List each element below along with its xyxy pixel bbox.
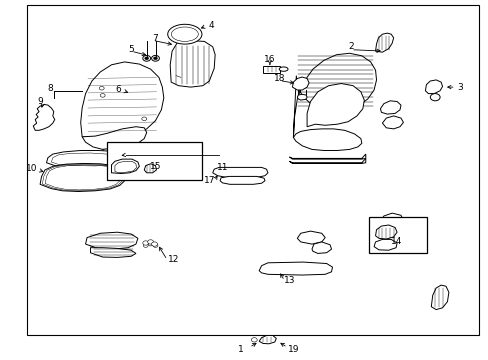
Polygon shape — [82, 127, 146, 149]
Text: 3: 3 — [456, 83, 462, 92]
Text: 9: 9 — [37, 97, 43, 106]
Circle shape — [429, 94, 439, 101]
Polygon shape — [425, 80, 442, 94]
Ellipse shape — [171, 27, 198, 41]
Text: 5: 5 — [128, 45, 134, 54]
Circle shape — [143, 244, 148, 247]
Circle shape — [99, 86, 104, 90]
Polygon shape — [115, 161, 136, 172]
Polygon shape — [382, 116, 403, 129]
Polygon shape — [375, 33, 393, 52]
Text: 4: 4 — [208, 22, 214, 31]
Bar — [263, 66, 280, 73]
Polygon shape — [293, 53, 376, 138]
Bar — [368, 217, 426, 253]
Text: 8: 8 — [47, 84, 53, 93]
Polygon shape — [289, 158, 365, 163]
Polygon shape — [259, 262, 332, 275]
Circle shape — [151, 242, 157, 246]
Polygon shape — [90, 248, 136, 257]
Text: 19: 19 — [287, 345, 299, 354]
Circle shape — [151, 55, 159, 61]
Polygon shape — [212, 167, 267, 177]
Polygon shape — [380, 101, 400, 114]
Circle shape — [100, 94, 105, 97]
Text: 10: 10 — [26, 164, 38, 173]
Polygon shape — [373, 239, 396, 250]
Text: 12: 12 — [167, 256, 179, 264]
Polygon shape — [144, 164, 156, 173]
Polygon shape — [430, 285, 448, 310]
Circle shape — [142, 117, 146, 121]
Polygon shape — [297, 231, 325, 244]
Text: 13: 13 — [283, 276, 295, 285]
Polygon shape — [306, 84, 364, 127]
Text: 2: 2 — [347, 42, 353, 51]
Polygon shape — [311, 242, 331, 253]
Circle shape — [144, 57, 148, 60]
Text: 18: 18 — [273, 74, 285, 83]
Polygon shape — [81, 62, 163, 138]
Text: 1: 1 — [237, 345, 243, 354]
Polygon shape — [102, 147, 137, 164]
Polygon shape — [40, 163, 126, 192]
Bar — [106, 142, 202, 180]
Text: 11: 11 — [216, 163, 228, 172]
Polygon shape — [259, 336, 276, 344]
Polygon shape — [293, 129, 361, 150]
Text: 6: 6 — [115, 85, 121, 94]
Circle shape — [153, 57, 157, 60]
Polygon shape — [46, 150, 127, 167]
Polygon shape — [85, 232, 138, 249]
Text: 17: 17 — [203, 176, 215, 185]
Polygon shape — [170, 40, 215, 87]
Text: 14: 14 — [390, 237, 402, 246]
Polygon shape — [380, 213, 403, 226]
Circle shape — [142, 55, 150, 61]
Polygon shape — [220, 176, 264, 184]
Circle shape — [251, 338, 257, 342]
Ellipse shape — [167, 24, 202, 44]
Polygon shape — [289, 154, 365, 159]
Circle shape — [119, 156, 125, 161]
Text: 7: 7 — [152, 35, 158, 44]
Circle shape — [153, 244, 158, 247]
Ellipse shape — [279, 67, 287, 71]
Polygon shape — [111, 159, 139, 174]
Polygon shape — [297, 94, 306, 100]
Text: 16: 16 — [264, 55, 275, 64]
Circle shape — [148, 242, 153, 246]
Text: 15: 15 — [149, 162, 161, 171]
Polygon shape — [375, 225, 396, 239]
Circle shape — [142, 241, 148, 245]
Polygon shape — [33, 104, 55, 130]
Polygon shape — [292, 77, 308, 90]
Circle shape — [147, 240, 153, 244]
